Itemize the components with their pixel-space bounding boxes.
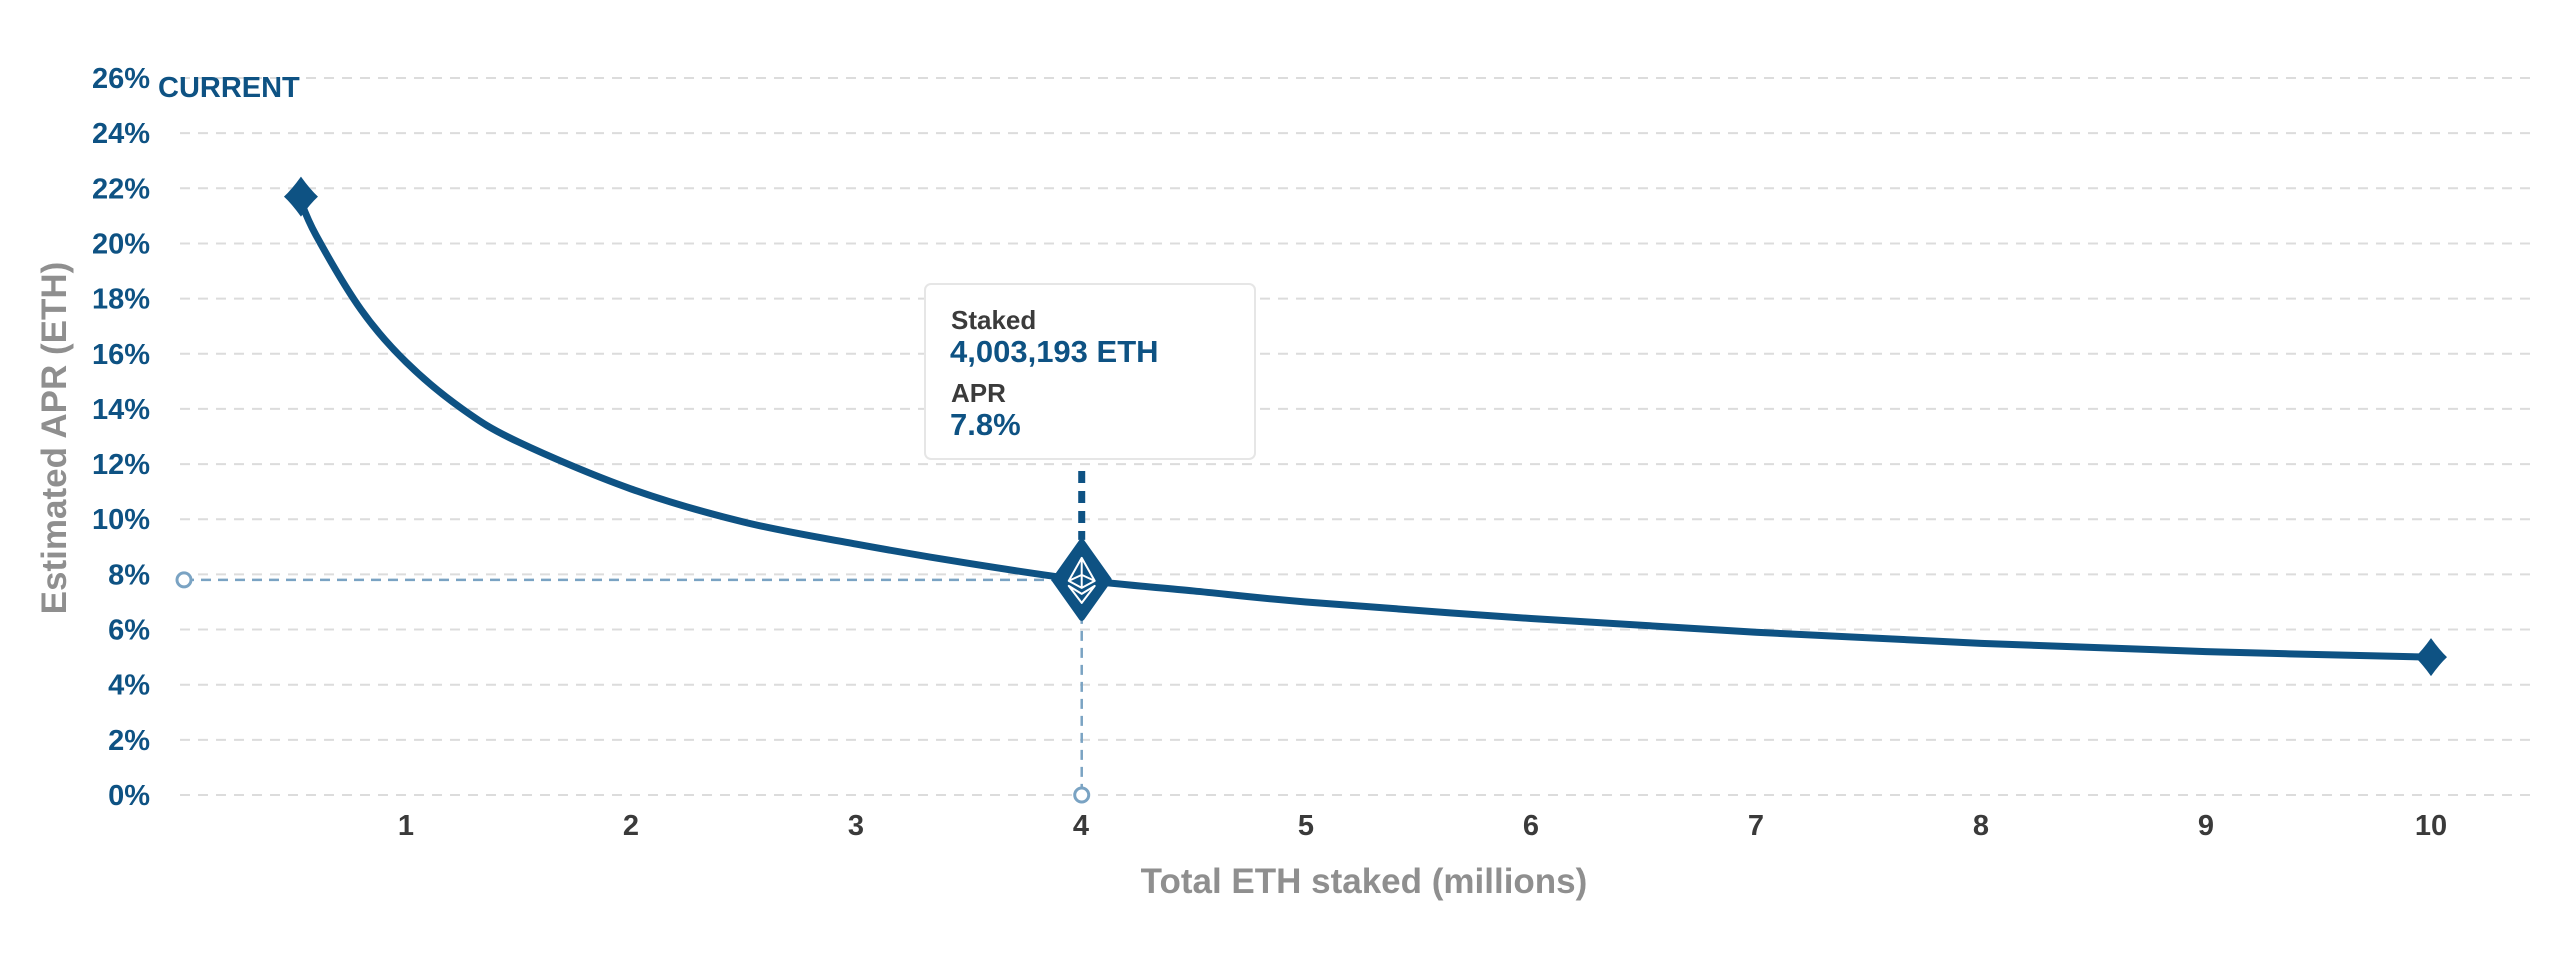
x-tick-label: 1 xyxy=(398,810,414,842)
y-tick-label: 6% xyxy=(108,615,150,647)
y-tick-label: 22% xyxy=(92,173,150,205)
x-tick-label: 2 xyxy=(623,810,639,842)
y-tick-label: 16% xyxy=(92,339,150,371)
current-guides xyxy=(175,471,1091,804)
y-tick-label: 10% xyxy=(92,504,150,536)
y-tick-label: 0% xyxy=(108,780,150,812)
tooltip: Staked 4,003,193 ETH APR 7.8% xyxy=(924,283,1256,460)
tooltip-staked-value: 4,003,193 ETH xyxy=(950,334,1159,369)
y-axis-label: Estimated APR (ETH) xyxy=(35,262,74,615)
x-tick-label: 3 xyxy=(848,810,864,842)
y-tick-label: 20% xyxy=(92,228,150,260)
tooltip-staked-label: Staked xyxy=(951,305,1036,335)
apr-axis-marker xyxy=(175,571,193,589)
x-axis-label: Total ETH staked (millions) xyxy=(1141,862,1588,901)
x-tick-label: 8 xyxy=(1973,810,1989,842)
y-tick-label: 26% xyxy=(92,63,150,95)
eth-glyph xyxy=(1067,556,1096,604)
apr-curve xyxy=(295,193,2435,661)
y-tick-label: 24% xyxy=(92,118,150,150)
marker-layer xyxy=(283,176,2447,677)
tooltip-apr-value: 7.8% xyxy=(950,407,1021,442)
eth-icon xyxy=(1051,538,1112,621)
x-tick-label: 9 xyxy=(2198,810,2214,842)
curve-start-marker xyxy=(283,176,318,217)
x-tick-label: 4 xyxy=(1073,810,1089,842)
y-tick-label: 12% xyxy=(92,449,150,481)
x-tick-label: 6 xyxy=(1523,810,1539,842)
current-label: CURRENT xyxy=(158,72,300,104)
tooltip-box xyxy=(924,283,1256,460)
x-axis-ticks: 1 2 3 4 5 6 7 8 9 10 xyxy=(398,810,2447,842)
grid-layer xyxy=(180,77,2530,796)
y-axis-ticks: 0% 2% 4% 6% 8% 10% 12% 14% 16% 18% 20% 22% 24% 26% xyxy=(92,63,150,812)
x-tick-label: 5 xyxy=(1298,810,1314,842)
staked-axis-marker xyxy=(1073,786,1091,804)
y-tick-label: 18% xyxy=(92,284,150,316)
x-tick-label: 10 xyxy=(2415,810,2447,842)
y-tick-label: 4% xyxy=(108,670,150,702)
tooltip-apr-label: APR xyxy=(951,378,1006,408)
y-tick-label: 8% xyxy=(108,559,150,591)
series-layer xyxy=(295,193,2435,661)
y-tick-label: 14% xyxy=(92,394,150,426)
y-tick-label: 2% xyxy=(108,725,150,757)
x-tick-label: 7 xyxy=(1748,810,1764,842)
curve-end-marker xyxy=(2415,638,2447,677)
